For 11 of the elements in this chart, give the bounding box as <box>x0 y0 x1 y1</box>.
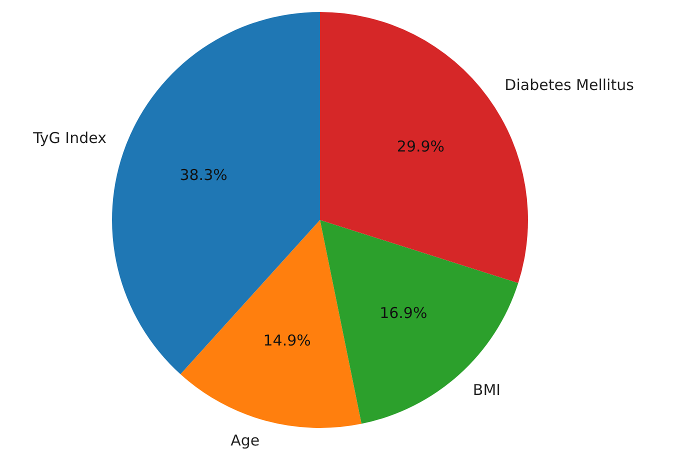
data-label: 38.3% <box>180 166 228 184</box>
pie-slice <box>180 220 362 428</box>
data-label: 29.9% <box>396 137 445 156</box>
pie-slice <box>112 12 320 374</box>
data-label: 16.9% <box>380 304 428 322</box>
slice-label: Age <box>230 432 260 450</box>
data-label: 14.9% <box>263 331 311 350</box>
slice-label: BMI <box>472 381 501 400</box>
slice-label: TyG Index <box>32 128 107 147</box>
pie-slice <box>320 220 518 424</box>
slice-label: Diabetes Mellitus <box>504 76 634 94</box>
